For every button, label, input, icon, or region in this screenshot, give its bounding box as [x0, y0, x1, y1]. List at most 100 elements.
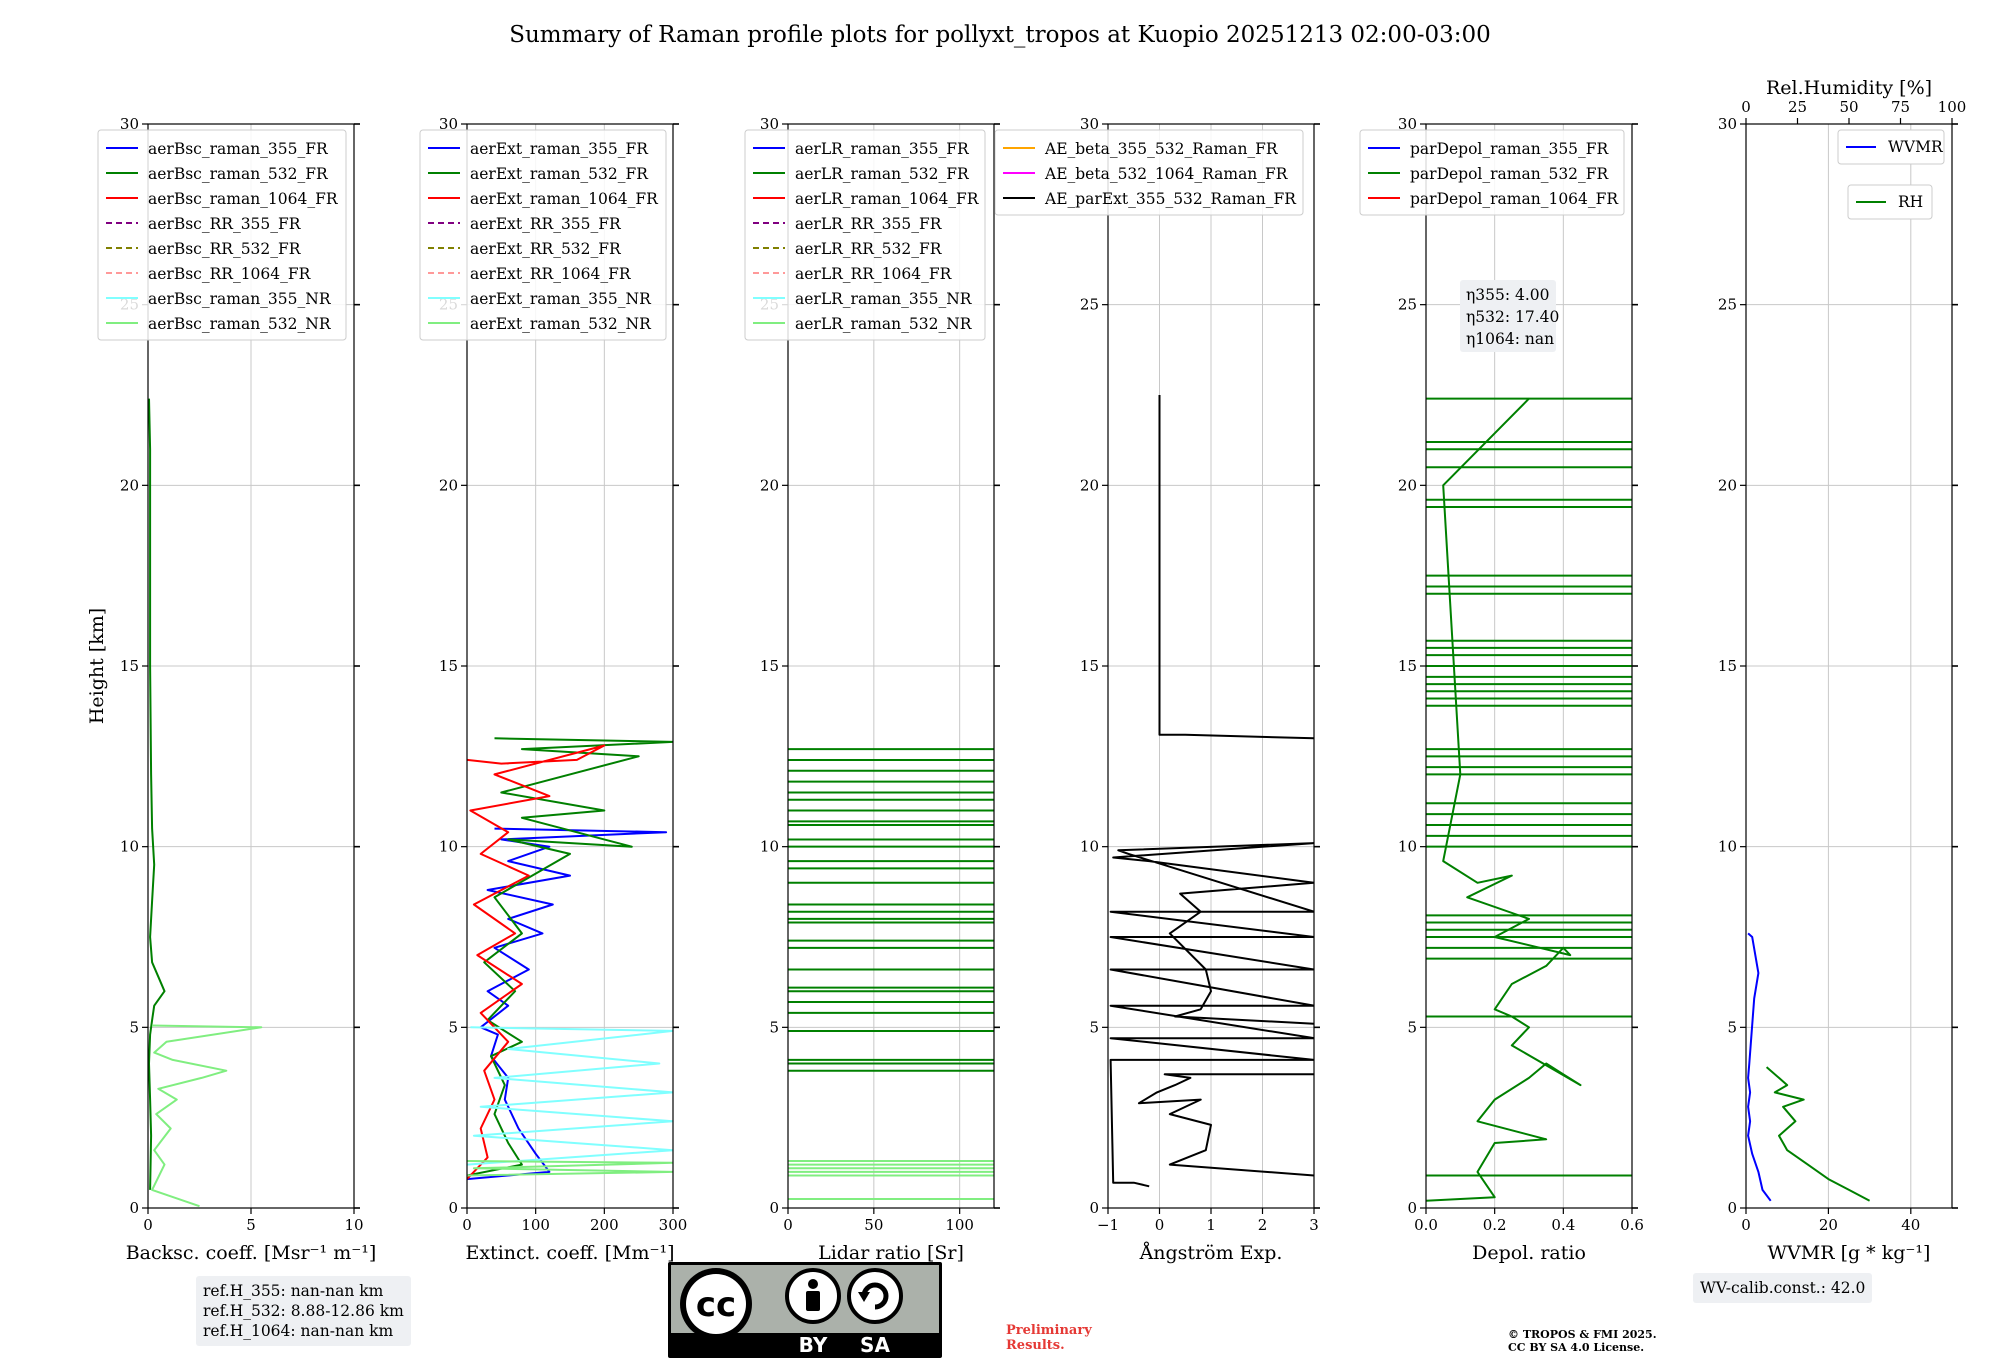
legend-label-aerBsc_raman_532_NR: aerBsc_raman_532_NR: [148, 315, 332, 333]
x2-tick-label: 100: [1938, 98, 1967, 116]
legend-box: [1837, 129, 1945, 165]
legend-label-aerExt_raman_532_NR: aerExt_raman_532_NR: [470, 315, 652, 333]
y-tick-label: 5: [1407, 1018, 1417, 1036]
x-tick-label: 0.2: [1483, 1216, 1507, 1234]
y-tick-label: 10: [1398, 838, 1417, 856]
legend-label-aerBsc_raman_355_FR: aerBsc_raman_355_FR: [148, 140, 329, 158]
legend-label-aerLR_raman_532_FR: aerLR_raman_532_FR: [795, 165, 970, 183]
x-tick-label: 10: [344, 1216, 363, 1234]
series-group: [467, 737, 673, 1181]
series-group: [1109, 395, 1314, 1188]
y-tick-label: 20: [1080, 476, 1099, 494]
legend-label-WVMR: WVMR: [1888, 138, 1944, 156]
x-axis-label: Backsc. coeff. [Msr⁻¹ m⁻¹]: [126, 1242, 377, 1264]
legend-label-aerBsc_RR_1064_FR: aerBsc_RR_1064_FR: [148, 265, 312, 283]
legend-label-AE_parExt_355_532_Raman_FR: AE_parExt_355_532_Raman_FR: [1044, 190, 1297, 208]
y-tick-label: 10: [439, 838, 458, 856]
y-tick-label: 30: [1080, 115, 1099, 133]
x-axis-label: Depol. ratio: [1472, 1242, 1586, 1264]
preliminary-line-1: Preliminary: [1006, 1323, 1092, 1338]
legend-label-parDepol_raman_1064_FR: parDepol_raman_1064_FR: [1410, 190, 1619, 208]
y-tick-label: 30: [1398, 115, 1417, 133]
cc-sa-label: SA: [860, 1333, 890, 1357]
legend-label-aerExt_RR_1064_FR: aerExt_RR_1064_FR: [470, 265, 632, 283]
y-tick-label: 30: [120, 115, 139, 133]
legend-label-aerLR_RR_355_FR: aerLR_RR_355_FR: [795, 215, 943, 233]
y-tick-label: 0: [1407, 1199, 1417, 1217]
svg-text:cc: cc: [696, 1285, 736, 1325]
y-tick-label: 0: [769, 1199, 779, 1217]
legend-box: [97, 129, 347, 341]
y-tick-label: 10: [1718, 838, 1737, 856]
series-group: [1426, 397, 1632, 1202]
ref-height-532: ref.H_532: 8.88-12.86 km: [203, 1302, 404, 1320]
series-line-AE_parExt_upper: [1158, 395, 1314, 740]
legend-label-AE_beta_532_1064_Raman_FR: AE_beta_532_1064_Raman_FR: [1044, 165, 1289, 183]
series-line-aerExt_raman_355_FR: [467, 827, 668, 1181]
x-tick-label: 0.0: [1414, 1216, 1438, 1234]
ref-height-1064: ref.H_1064: nan-nan km: [203, 1322, 394, 1340]
legend-label-aerExt_raman_355_FR: aerExt_raman_355_FR: [470, 140, 649, 158]
x2-tick-label: 50: [1839, 98, 1858, 116]
x-tick-label: −1: [1097, 1216, 1119, 1234]
y-tick-label: 5: [448, 1018, 458, 1036]
cc-by-label: BY: [799, 1333, 828, 1357]
series-line-parDepol_raman_532_FR: [1426, 397, 1582, 1202]
y-tick-label: 15: [1718, 657, 1737, 675]
series-group: [1747, 932, 1871, 1202]
series-line-aerBsc_raman_532_FR: [148, 398, 166, 1190]
x-axis-label: Ångström Exp.: [1139, 1242, 1283, 1264]
x-tick-label: 0: [462, 1216, 472, 1234]
y-tick-label: 20: [1398, 476, 1417, 494]
series-line-aerExt_raman_355_NR: [467, 1026, 673, 1166]
ref-height-box: ref.H_355: nan-nan km ref.H_532: 8.88-12…: [196, 1276, 411, 1346]
y-tick-label: 0: [129, 1199, 139, 1217]
figure-title: Summary of Raman profile plots for polly…: [509, 22, 1491, 48]
x-tick-label: 50: [864, 1216, 883, 1234]
x-tick-label: 0.4: [1551, 1216, 1575, 1234]
y-tick-label: 25: [1080, 296, 1099, 314]
legend-label-parDepol_raman_355_FR: parDepol_raman_355_FR: [1410, 140, 1610, 158]
legend-label-aerExt_raman_1064_FR: aerExt_raman_1064_FR: [470, 190, 659, 208]
legend-label-aerBsc_raman_1064_FR: aerBsc_raman_1064_FR: [148, 190, 339, 208]
legend-box: [419, 129, 667, 341]
y-tick-label: 20: [760, 476, 779, 494]
y-tick-label: 15: [439, 657, 458, 675]
y-tick-label: 15: [1398, 657, 1417, 675]
legend-label-aerBsc_RR_355_FR: aerBsc_RR_355_FR: [148, 215, 302, 233]
series-line-aerBsc_raman_532_NR: [151, 1024, 263, 1208]
y-tick-label: 0: [1089, 1199, 1099, 1217]
legend-label-aerBsc_raman_355_NR: aerBsc_raman_355_NR: [148, 290, 332, 308]
x-tick-label: 0: [783, 1216, 793, 1234]
x-axis-label: Extinct. coeff. [Mm⁻¹]: [465, 1242, 674, 1264]
x2-tick-label: 75: [1891, 98, 1910, 116]
legend-label-aerExt_RR_355_FR: aerExt_RR_355_FR: [470, 215, 622, 233]
x-tick-label: 1: [1206, 1216, 1216, 1234]
preliminary-note: Preliminary Results.: [1006, 1323, 1092, 1353]
panel-depol: 0 5 10 15 20 25 30 0.0 0.2 0.4 0.6 Depol. ratio parD…: [1359, 115, 1644, 1264]
y-tick-label: 20: [1718, 476, 1737, 494]
x-tick-label: 0.6: [1620, 1216, 1644, 1234]
series-line-RH: [1765, 1066, 1871, 1202]
series-line-WVMR: [1747, 932, 1772, 1202]
wv-calib-box: WV-calib.const.: 42.0: [1693, 1273, 1873, 1303]
panel-backscatter: 0510152025300510Backsc. coeff. [Msr⁻¹ m⁻…: [86, 115, 376, 1264]
y-tick-label: 5: [769, 1018, 779, 1036]
x-tick-label: 40: [1901, 1216, 1920, 1234]
y-tick-label: 10: [1080, 838, 1099, 856]
legend-label-aerExt_raman_532_FR: aerExt_raman_532_FR: [470, 165, 649, 183]
y-tick-label: 15: [1080, 657, 1099, 675]
x-tick-label: 20: [1819, 1216, 1838, 1234]
legend-label-AE_beta_355_532_Raman_FR: AE_beta_355_532_Raman_FR: [1044, 140, 1279, 158]
x-tick-label: 3: [1309, 1216, 1319, 1234]
legend-label-parDepol_raman_532_FR: parDepol_raman_532_FR: [1410, 165, 1610, 183]
preliminary-line-2: Results.: [1006, 1338, 1065, 1353]
y-tick-label: 20: [439, 476, 458, 494]
x2-axis-label: Rel.Humidity [%]: [1766, 77, 1932, 99]
y-tick-label: 5: [1727, 1018, 1737, 1036]
x2-tick-label: 0: [1741, 98, 1751, 116]
legend-label-aerLR_raman_532_NR: aerLR_raman_532_NR: [795, 315, 973, 333]
